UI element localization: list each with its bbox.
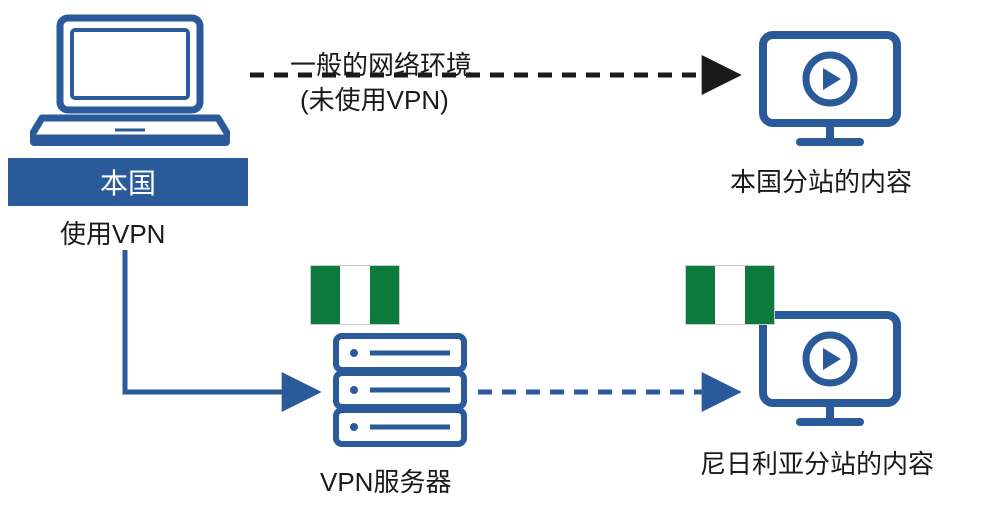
monitor-bottom-icon [755, 310, 905, 430]
laptop-badge-text: 本国 [100, 162, 156, 202]
server-icon [330, 330, 470, 450]
edge-laptop-to-server [125, 250, 315, 392]
monitor-bottom-label: 尼日利亚分站的内容 [700, 444, 934, 481]
laptop-badge: 本国 [8, 158, 248, 206]
laptop-sublabel: 使用VPN [60, 214, 165, 251]
nigeria-flag-monitor [685, 265, 775, 325]
nigeria-flag-server [310, 265, 400, 325]
direct-annotation-line2: (未使用VPN) [300, 80, 449, 117]
laptop-icon [30, 10, 230, 150]
server-label: VPN服务器 [320, 462, 451, 499]
monitor-top-icon [755, 30, 905, 150]
monitor-top-label: 本国分站的内容 [730, 162, 912, 199]
direct-annotation-line1: 一般的网络环境 [290, 45, 472, 82]
